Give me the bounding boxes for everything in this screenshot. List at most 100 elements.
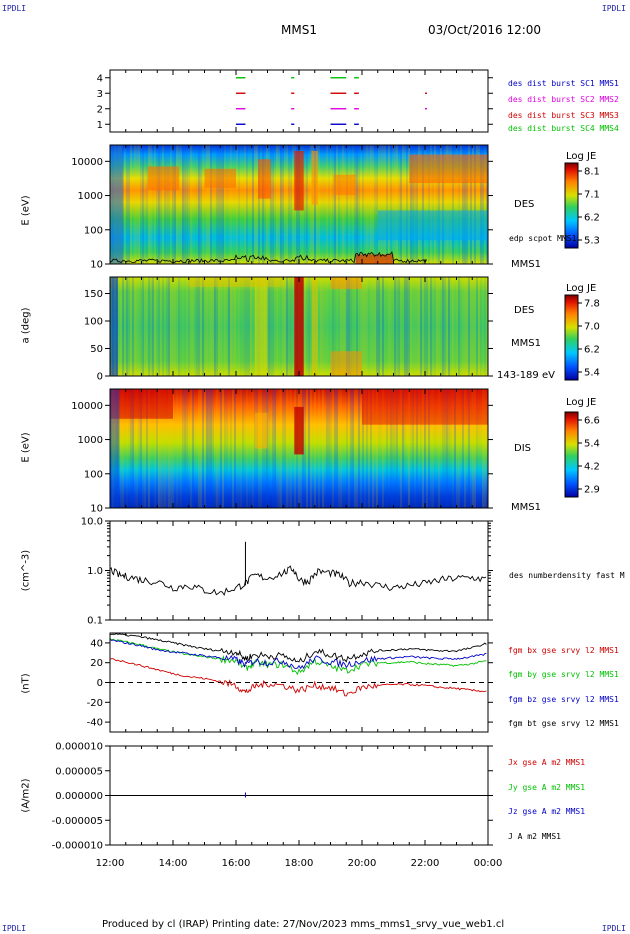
des-pitch-streak xyxy=(214,277,216,376)
dis-energy-streak xyxy=(350,389,352,508)
des-energy-streak xyxy=(308,145,310,264)
des-pitch-streak xyxy=(186,277,188,376)
dis-energy-streak xyxy=(132,389,134,508)
des-pitch-streak xyxy=(400,277,402,376)
des-pitch-streak xyxy=(242,277,244,376)
des-pitch-streak xyxy=(290,277,292,376)
dis-energy-streak xyxy=(206,389,208,508)
des-energy-streak xyxy=(358,145,360,264)
dis-energy-streak xyxy=(448,389,450,508)
des-energy-streak xyxy=(404,145,406,264)
des-pitch-ytick-label: 50 xyxy=(90,344,103,355)
dis-energy-streak xyxy=(286,389,288,508)
des-pitch-feature xyxy=(311,277,318,376)
des-pitch-streak xyxy=(384,277,386,376)
des-pitch-spacecraft: MMS1 xyxy=(511,338,541,349)
des-pitch-streak xyxy=(278,277,280,376)
burst-interval-mark xyxy=(330,92,347,94)
des-pitch-streak xyxy=(382,277,384,376)
density-ytick-label: 1.0 xyxy=(87,566,103,577)
des-pitch-streak xyxy=(468,277,470,376)
des-energy-streak xyxy=(322,145,324,264)
des-energy-streak xyxy=(280,145,282,264)
des-energy-streak xyxy=(178,145,180,264)
des-energy-colorbar xyxy=(564,162,579,249)
des-energy-streak xyxy=(204,145,206,264)
dis-energy-streak xyxy=(210,389,212,508)
dis-energy-streak xyxy=(482,389,484,508)
current-ytick-label: 0.000005 xyxy=(55,766,103,777)
density-ylabel: (cm^-3) xyxy=(20,549,32,592)
des-pitch-streak xyxy=(204,277,206,376)
dis-energy-streak xyxy=(430,389,432,508)
dis-energy-streak xyxy=(208,389,210,508)
des-pitch-streak xyxy=(212,277,214,376)
des-pitch-streak xyxy=(326,277,328,376)
des-pitch-streak xyxy=(362,277,364,376)
dis-energy-streak xyxy=(188,389,190,508)
dis-energy-streak xyxy=(470,389,472,508)
dis-energy-streak xyxy=(158,389,160,508)
des-pitch-streak xyxy=(150,277,152,376)
des-pitch-streak xyxy=(196,277,198,376)
des-pitch-streak xyxy=(304,277,306,376)
des-pitch-streak xyxy=(402,277,404,376)
time-axis-tick-label: 16:00 xyxy=(222,858,251,869)
des-pitch-streak xyxy=(174,277,176,376)
des-pitch-streak xyxy=(364,277,366,376)
des-energy-ytick-label: 10 xyxy=(90,260,103,271)
dis-energy-streak xyxy=(140,389,142,508)
dis-energy-streak xyxy=(146,389,148,508)
dis-energy-streak xyxy=(250,389,252,508)
des-energy-streak xyxy=(154,145,156,264)
burst-interval-mark xyxy=(236,123,246,125)
des-pitch-streak xyxy=(348,277,350,376)
dis-energy-streak xyxy=(334,389,336,508)
des-pitch-feature xyxy=(330,277,362,289)
des-pitch-streak xyxy=(272,277,274,376)
des-energy-streak xyxy=(394,145,396,264)
des-pitch-streak xyxy=(200,277,202,376)
des-pitch-streak xyxy=(154,277,156,376)
dis-energy-feature xyxy=(362,389,488,425)
des-pitch-streak xyxy=(158,277,160,376)
current-ylabel: (A/m2) xyxy=(20,778,32,813)
spacecraft-title: MMS1 xyxy=(281,23,317,37)
des-energy-streak xyxy=(480,145,482,264)
des-pitch-streak xyxy=(344,277,346,376)
dis-energy-streak xyxy=(278,389,280,508)
dis-energy-streak xyxy=(292,389,294,508)
current-ytick-label: 0.000010 xyxy=(55,742,103,753)
dis-energy-streak xyxy=(450,389,452,508)
des-energy-streak xyxy=(146,145,148,264)
dis-energy-streak xyxy=(288,389,290,508)
des-pitch-streak xyxy=(170,277,172,376)
des-energy-streak xyxy=(380,145,382,264)
des-energy-streak xyxy=(360,145,362,264)
dis-energy-colorbar-tick-label: 5.4 xyxy=(584,439,600,450)
des-energy-streak xyxy=(434,145,436,264)
des-energy-streak xyxy=(442,145,444,264)
des-energy-streak xyxy=(216,145,218,264)
footer-credit: Produced by cl (IRAP) Printing date: 27/… xyxy=(102,919,505,930)
dis-energy-streak xyxy=(404,389,406,508)
burst-interval-mark xyxy=(236,108,246,110)
bfield-ytick-label: -40 xyxy=(87,718,103,729)
des-energy-streak xyxy=(336,145,338,264)
des-pitch-streak xyxy=(460,277,462,376)
des-pitch-streak xyxy=(308,277,310,376)
des-energy-streak xyxy=(276,145,278,264)
dis-energy-streak xyxy=(236,389,238,508)
dis-energy-streak xyxy=(156,389,158,508)
dis-energy-streak xyxy=(354,389,356,508)
dis-energy-streak xyxy=(242,389,244,508)
des-pitch-streak xyxy=(436,277,438,376)
des-pitch-streak xyxy=(162,277,164,376)
des-pitch-streak xyxy=(136,277,138,376)
des-energy-streak xyxy=(432,145,434,264)
des-pitch-streak xyxy=(120,277,122,376)
dis-energy-streak xyxy=(164,389,166,508)
des-pitch-feature xyxy=(330,351,362,376)
dis-energy-streak xyxy=(318,389,320,508)
